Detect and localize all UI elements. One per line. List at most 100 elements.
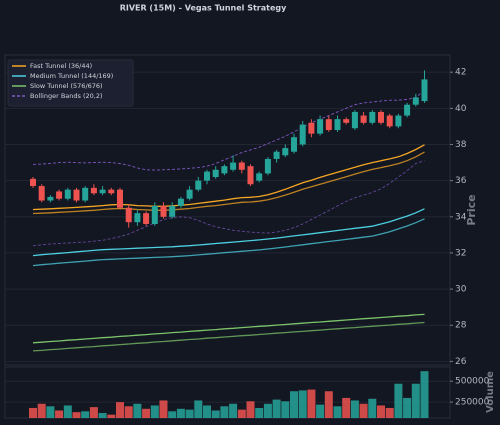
- candle-body: [386, 115, 393, 127]
- volume-bar: [159, 400, 168, 418]
- candle-body: [177, 198, 184, 206]
- candle-body: [73, 189, 80, 201]
- volume-bar: [411, 383, 420, 418]
- overlay-line: [32, 151, 425, 215]
- volume-bar: [394, 383, 403, 418]
- candle-body: [143, 213, 150, 225]
- candle-body: [99, 189, 106, 194]
- candle-body: [256, 173, 263, 181]
- candle-body: [134, 213, 141, 223]
- candle-body: [395, 115, 402, 127]
- candle-body: [404, 104, 411, 116]
- volume-bar: [298, 390, 307, 418]
- y-axis-label: Price: [465, 194, 478, 225]
- volume-bar: [46, 406, 55, 418]
- candle-body: [64, 189, 71, 199]
- volume-bar: [142, 408, 151, 418]
- y-tick-label: 36: [455, 176, 467, 186]
- candle-body: [38, 186, 45, 201]
- volume-bar: [176, 408, 185, 418]
- volume-bar: [133, 403, 142, 418]
- candle-body: [343, 119, 350, 123]
- legend-label: Fast Tunnel (36/44): [30, 62, 92, 70]
- y-tick-label: 26: [455, 357, 467, 367]
- volume-bar: [359, 403, 368, 418]
- y-axis-label: Volume: [485, 371, 496, 413]
- volume-bar: [81, 411, 90, 418]
- candle-body: [212, 169, 219, 178]
- candle-body: [351, 111, 358, 129]
- volume-bar: [316, 404, 325, 418]
- volume-bar: [220, 406, 229, 418]
- overlay-line: [32, 160, 425, 247]
- candle-body: [378, 111, 384, 123]
- y-tick-label: 250000: [455, 398, 490, 408]
- volume-bar: [403, 397, 412, 418]
- candle-body: [221, 166, 228, 174]
- candle-body: [325, 119, 332, 131]
- price-panel: [4, 54, 451, 366]
- volume-bar: [324, 391, 333, 418]
- volume-bar: [246, 401, 255, 418]
- volume-bar: [420, 371, 429, 418]
- volume-bar: [29, 407, 37, 418]
- volume-bar: [63, 405, 72, 418]
- volume-bar: [237, 409, 246, 418]
- candle-body: [90, 187, 97, 194]
- candle-body: [56, 191, 63, 199]
- overlay-line: [32, 321, 425, 352]
- candle-body: [230, 162, 237, 170]
- candle-body: [412, 97, 419, 105]
- candle-body: [204, 171, 210, 181]
- legend-box: [7, 59, 134, 107]
- volume-bar: [72, 412, 81, 418]
- volume-bar: [124, 406, 133, 418]
- volume-bar: [385, 407, 394, 418]
- candle-body: [47, 196, 54, 201]
- candle-body: [360, 115, 367, 123]
- volume-bar: [263, 403, 272, 418]
- candle-body: [291, 137, 297, 152]
- candle-body: [334, 119, 341, 131]
- y-tick-label: 30: [455, 285, 467, 295]
- volume-bar: [107, 414, 116, 418]
- candle-body: [317, 119, 324, 134]
- candle-body: [421, 79, 428, 102]
- candle-body: [125, 207, 132, 223]
- volume-bar: [333, 406, 342, 418]
- candle-body: [108, 189, 115, 194]
- volume-bar: [307, 389, 316, 418]
- overlay-line: [32, 313, 425, 344]
- volume-bar: [377, 405, 385, 418]
- candle-body: [282, 148, 289, 156]
- candle-body: [273, 151, 280, 159]
- overlay-line: [32, 218, 425, 267]
- overlay-line: [32, 144, 425, 211]
- candle-body: [117, 189, 123, 208]
- y-tick-label: 28: [455, 321, 467, 331]
- volume-bar: [89, 407, 98, 418]
- y-tick-label: 38: [455, 140, 467, 150]
- candle-body: [247, 166, 254, 185]
- legend-label: Slow Tunnel (576/676): [30, 82, 103, 90]
- y-tick-label: 40: [455, 104, 467, 114]
- volume-bar: [229, 403, 238, 418]
- candle-body: [308, 122, 315, 134]
- candle-body: [299, 124, 306, 145]
- chart-title: RIVER (15M) - Vegas Tunnel Strategy: [120, 4, 287, 13]
- overlay-line: [32, 208, 425, 257]
- volume-bar: [194, 400, 203, 418]
- volume-bar: [55, 410, 64, 418]
- volume-bar: [368, 398, 377, 418]
- volume-bar: [272, 399, 281, 418]
- volume-bar: [203, 405, 211, 418]
- candle-body: [30, 178, 36, 187]
- candle-body: [264, 158, 271, 174]
- y-tick-label: 34: [455, 212, 467, 222]
- candle-body: [369, 111, 376, 123]
- volume-bar: [185, 409, 194, 418]
- volume-bar: [211, 410, 220, 418]
- volume-bar: [168, 411, 177, 418]
- legend-label: Bollinger Bands (20,2): [30, 92, 103, 100]
